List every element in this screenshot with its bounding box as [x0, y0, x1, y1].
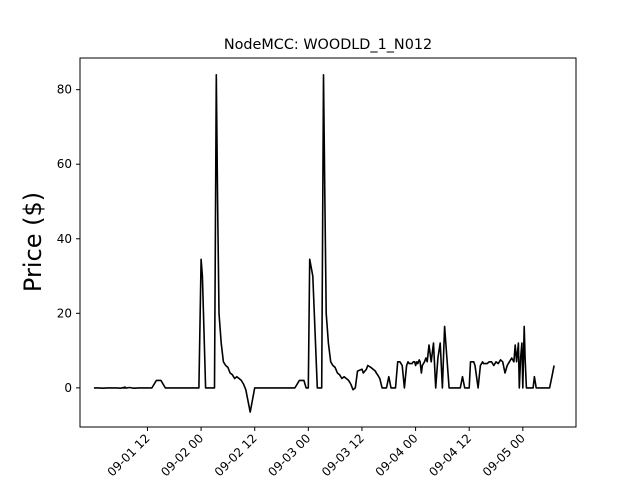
y-tick-label: 40 [57, 232, 72, 246]
y-tick-label: 60 [57, 157, 72, 171]
price-series-line [93, 74, 555, 413]
y-tick-label: 0 [64, 381, 72, 395]
plot-frame [79, 57, 577, 428]
y-tick-label: 20 [57, 306, 72, 320]
y-tick-label: 80 [57, 83, 72, 97]
y-axis-label: Price ($) [19, 192, 47, 292]
chart-title: NodeMCC: WOODLD_1_N012 [224, 37, 432, 53]
